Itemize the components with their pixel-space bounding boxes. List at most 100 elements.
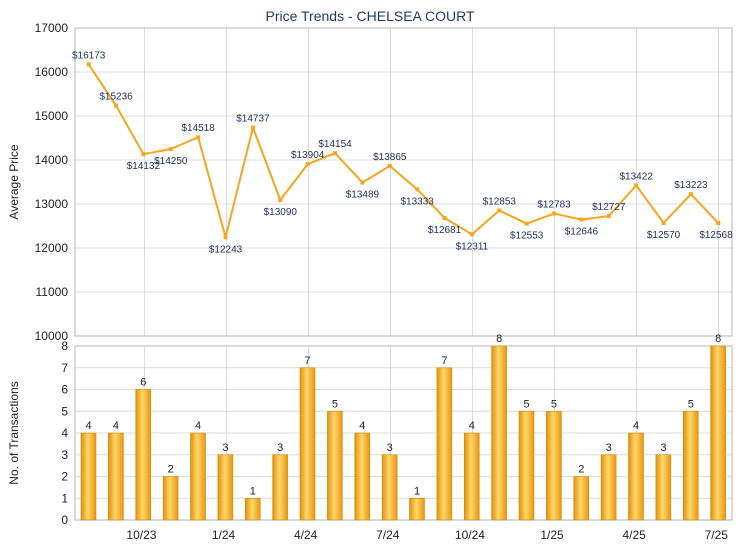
price-label-13: $12681 [428, 225, 462, 236]
price-label-23: $12568 [699, 230, 733, 241]
price-label-11: $13865 [373, 152, 407, 163]
tx-bar-label-19: 3 [606, 442, 612, 454]
price-label-6: $14737 [236, 114, 270, 125]
tx-bar-label-3: 2 [168, 464, 174, 476]
price-point-1 [114, 103, 119, 108]
price-label-1: $15236 [99, 92, 133, 103]
tx-bar-label-12: 1 [414, 485, 420, 497]
price-y-tick-0: 10000 [35, 329, 69, 343]
tx-bar-2 [135, 389, 152, 521]
price-point-8 [305, 162, 310, 167]
tx-bar-16 [518, 410, 535, 521]
price-y-tick-6: 16000 [35, 65, 69, 79]
price-label-18: $12646 [565, 227, 599, 238]
tx-bar-10 [354, 432, 371, 521]
price-label-0: $16173 [72, 50, 106, 61]
tx-bar-label-18: 2 [578, 464, 584, 476]
tx-bar-4 [190, 432, 206, 521]
price-label-21: $12570 [647, 230, 681, 241]
tx-bar-13 [436, 367, 453, 521]
tx-bar-label-9: 5 [332, 398, 338, 410]
price-y-tick-1: 11000 [36, 285, 69, 299]
price-y-tick-7: 17000 [35, 21, 69, 35]
x-tick-23: 7/25 [705, 528, 729, 542]
tx-y-tick-8: 8 [61, 339, 68, 353]
tx-bar-6 [244, 497, 261, 521]
tx-bar-label-0: 4 [85, 420, 91, 432]
tx-bar-22 [682, 410, 699, 521]
price-label-2: $14132 [127, 161, 161, 172]
tx-y-tick-6: 6 [61, 383, 68, 397]
tx-bar-label-21: 3 [660, 442, 666, 454]
x-tick-14: 10/24 [455, 528, 485, 542]
tx-bar-label-20: 4 [633, 420, 639, 432]
price-point-13 [442, 216, 447, 221]
tx-y-tick-3: 3 [61, 448, 68, 462]
tx-bar-8 [299, 367, 316, 521]
tx-bar-18 [573, 476, 590, 521]
price-point-17 [552, 211, 557, 216]
price-label-3: $14250 [154, 156, 188, 167]
tx-bar-label-22: 5 [688, 398, 694, 410]
price-y-tick-2: 12000 [35, 241, 69, 255]
tx-y-tick-7: 7 [61, 361, 68, 375]
price-label-10: $13489 [346, 189, 380, 200]
price-point-15 [497, 208, 502, 213]
price-point-19 [606, 214, 611, 219]
tx-bar-1 [108, 432, 124, 521]
price-point-16 [524, 221, 529, 226]
tx-bar-label-8: 7 [304, 355, 310, 367]
price-point-7 [278, 198, 283, 203]
price-label-12: $13333 [401, 196, 435, 207]
price-point-11 [387, 163, 392, 168]
tx-bar-label-5: 3 [222, 442, 228, 454]
tx-bar-17 [546, 410, 562, 521]
tx-bar-14 [463, 432, 480, 521]
x-tick-5: 1/24 [212, 528, 236, 542]
price-y-tick-4: 14000 [35, 153, 69, 167]
price-point-12 [415, 187, 420, 192]
price-point-10 [360, 180, 365, 185]
price-label-7: $13090 [264, 207, 298, 218]
price-point-9 [333, 151, 338, 156]
price-plot-frame [74, 27, 733, 337]
x-tick-8: 4/24 [294, 528, 318, 542]
tx-bar-3 [162, 476, 179, 521]
tx-bar-20 [628, 432, 644, 521]
tx-bar-9 [327, 410, 343, 521]
price-label-20: $13422 [620, 171, 654, 182]
price-label-16: $12553 [510, 231, 544, 242]
tx-y-tick-5: 5 [61, 404, 68, 418]
price-label-8: $13904 [291, 150, 325, 161]
price-y-tick-3: 13000 [35, 197, 69, 211]
tx-bar-0 [80, 432, 97, 521]
price-point-14 [469, 232, 474, 237]
price-point-23 [716, 221, 721, 226]
price-point-5 [223, 235, 228, 240]
price-point-22 [688, 192, 693, 197]
tx-bar-label-2: 6 [140, 377, 146, 389]
price-point-3 [168, 147, 173, 151]
tx-y-tick-0: 0 [61, 513, 68, 527]
tx-bar-label-16: 5 [523, 398, 529, 410]
chart-title: Price Trends - CHELSEA COURT [265, 8, 474, 24]
tx-bar-label-7: 3 [277, 442, 283, 454]
price-point-0 [86, 62, 91, 67]
price-point-2 [141, 152, 146, 157]
x-tick-17: 1/25 [540, 528, 564, 542]
tx-y-tick-2: 2 [61, 470, 68, 484]
tx-bar-label-1: 4 [113, 420, 119, 432]
tx-bar-5 [217, 454, 234, 521]
tx-bar-label-14: 4 [469, 420, 475, 432]
price-label-9: $14154 [318, 139, 352, 150]
tx-y-axis-label: No. of Transactions [7, 381, 21, 484]
price-point-4 [196, 135, 201, 140]
price-label-22: $13223 [674, 180, 708, 191]
tx-bar-11 [381, 454, 398, 521]
tx-bar-7 [272, 454, 288, 521]
tx-bar-15 [491, 345, 507, 521]
tx-bar-label-15: 8 [496, 333, 502, 345]
tx-bar-label-17: 5 [551, 398, 557, 410]
tx-bar-12 [409, 497, 425, 521]
